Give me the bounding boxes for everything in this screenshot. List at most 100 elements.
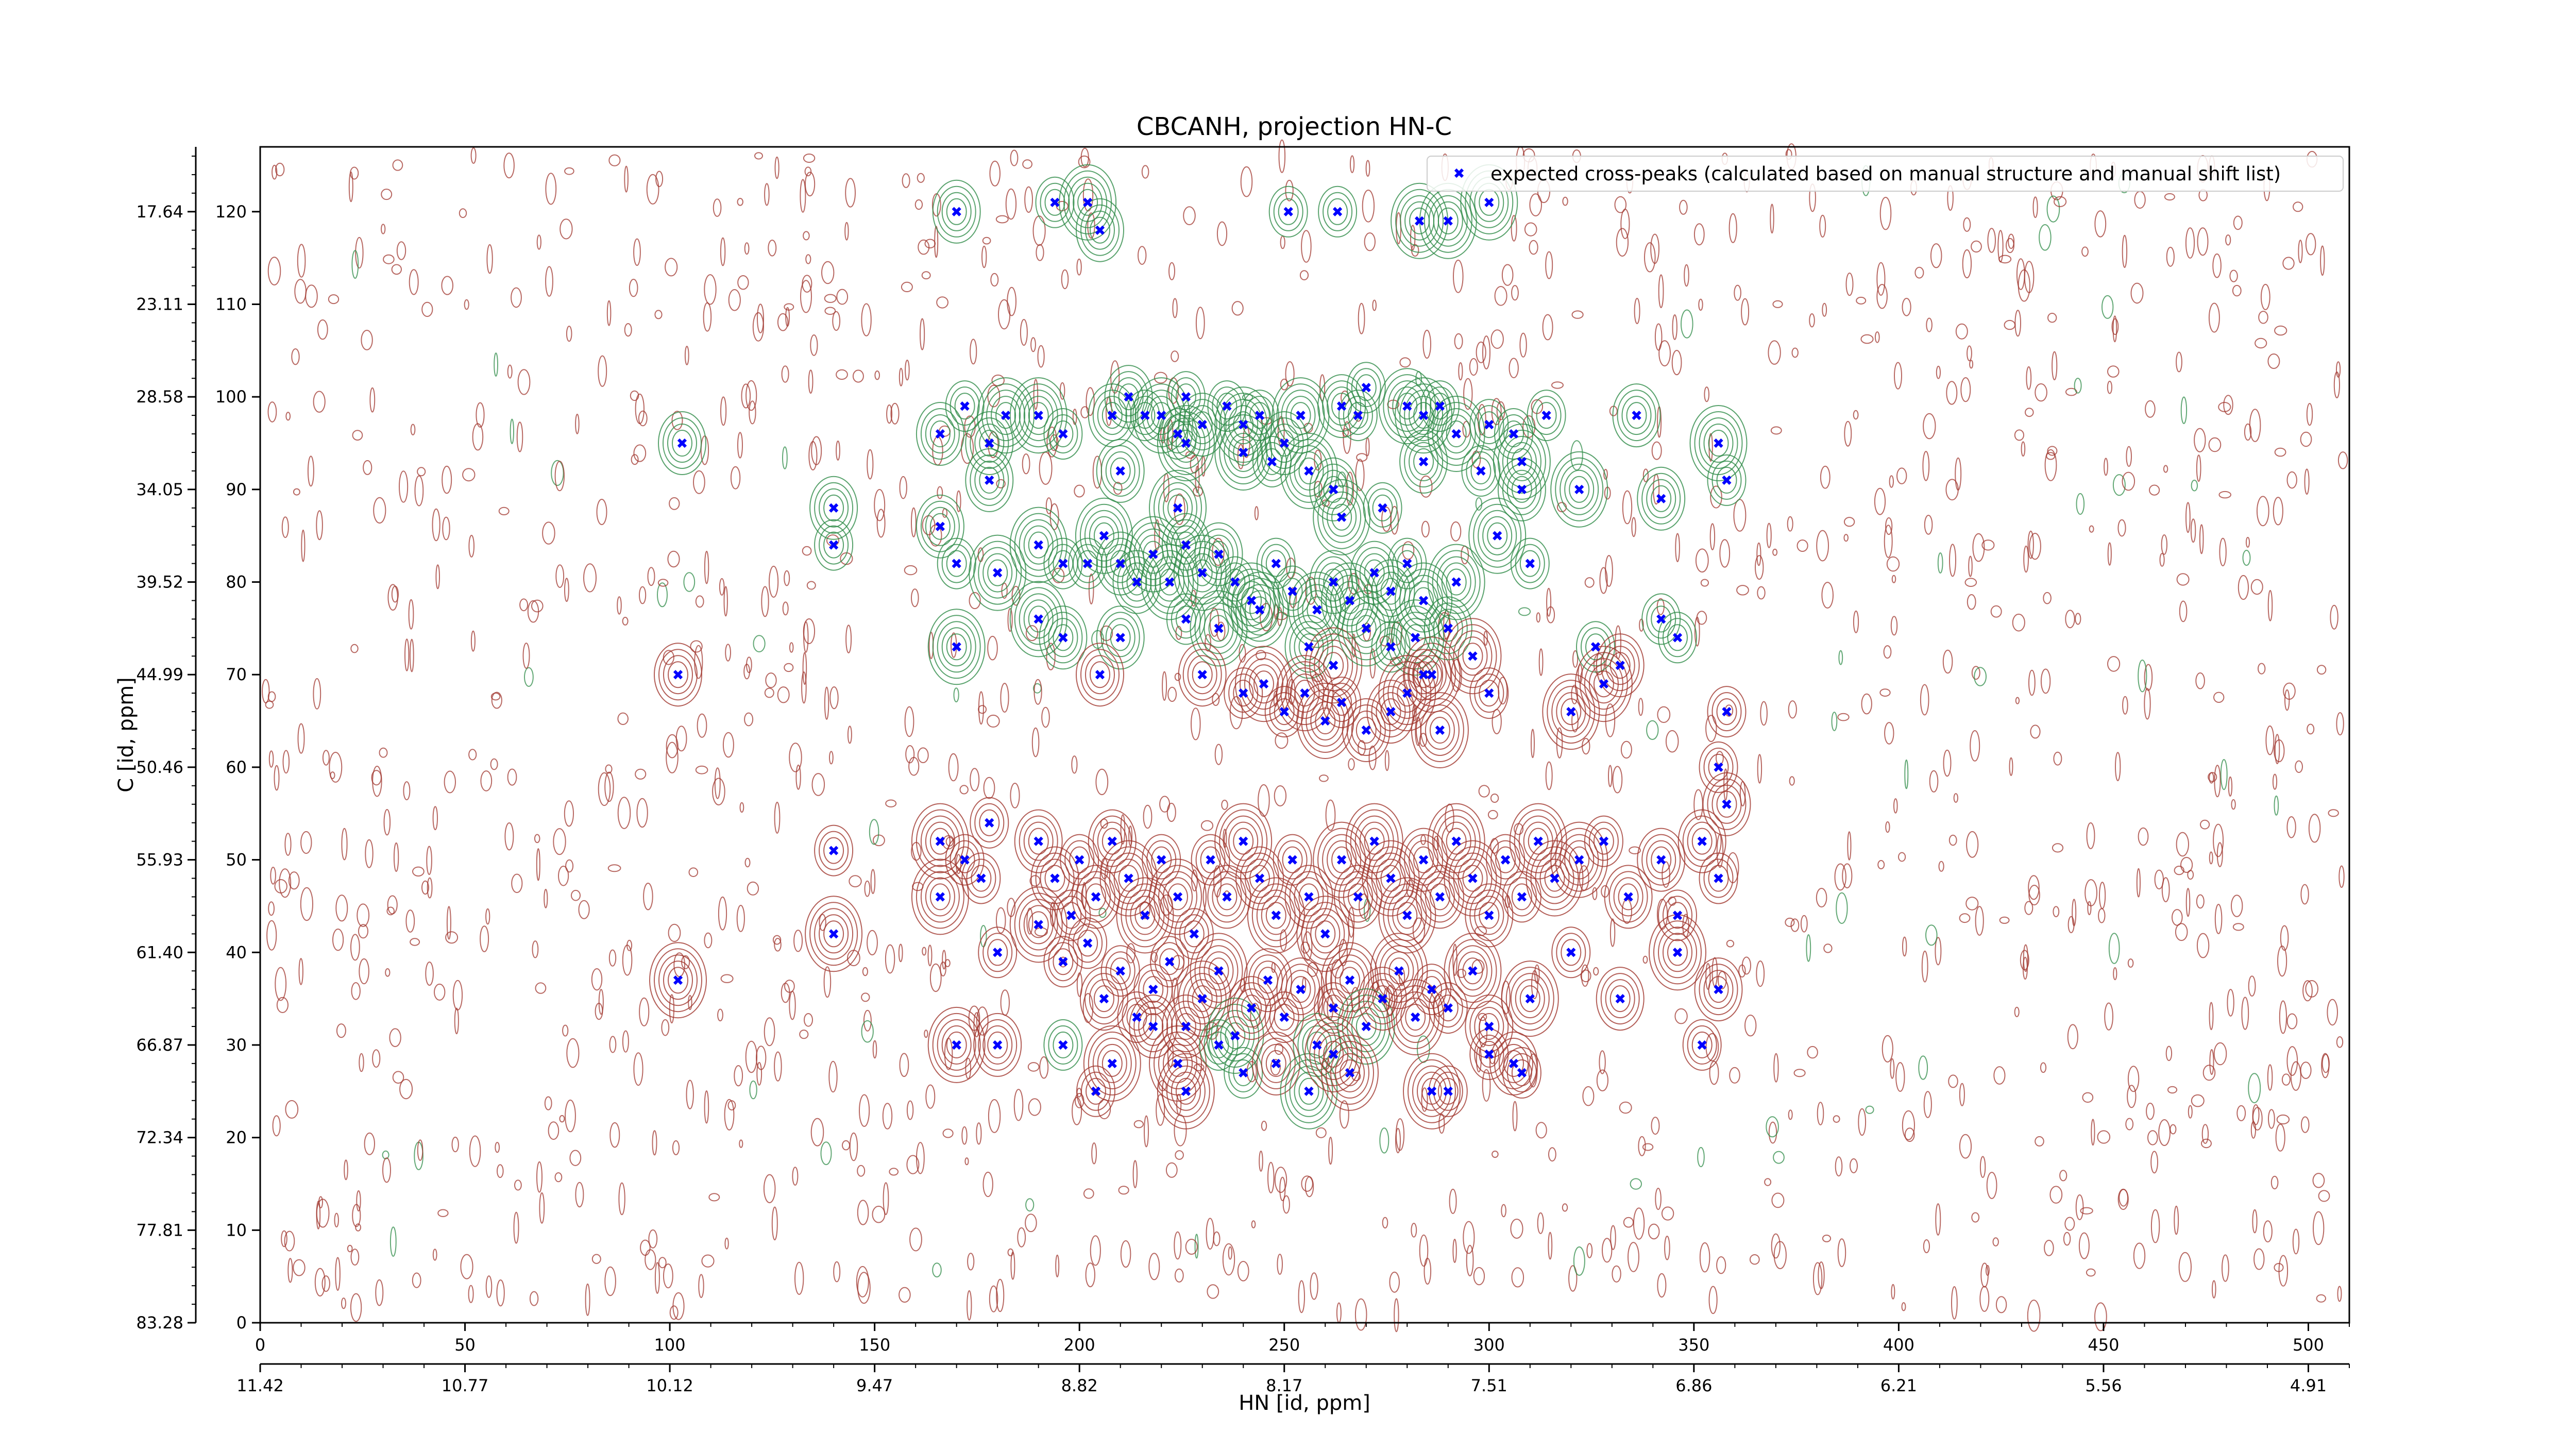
noise-contour — [2138, 827, 2149, 846]
noise-contour — [1339, 1100, 1349, 1129]
peak-contour — [1395, 189, 1444, 253]
noise-contour — [1449, 1188, 1457, 1214]
noise-contour — [2138, 660, 2147, 693]
noise-contour — [1603, 468, 1608, 480]
x-ppm-tick-label: 7.51 — [1471, 1376, 1507, 1395]
peak-contour — [1497, 457, 1546, 521]
noise-contour — [2286, 471, 2297, 489]
noise-contour — [1463, 378, 1473, 410]
noise-contour — [1904, 759, 1909, 789]
cross-peak-marker — [1525, 993, 1535, 1004]
cross-peak-marker — [1468, 651, 1478, 661]
noise-contour — [480, 770, 493, 791]
peak-contour — [663, 655, 693, 695]
noise-contour — [635, 768, 647, 780]
peak-contour — [1100, 612, 1140, 664]
noise-contour — [344, 1159, 348, 1181]
noise-contour — [2258, 663, 2266, 675]
noise-contour — [1655, 1188, 1662, 1210]
noise-contour — [861, 303, 872, 336]
cross-peak-marker — [1058, 1040, 1068, 1050]
cross-peak-marker — [1058, 633, 1068, 643]
noise-contour — [630, 390, 639, 401]
peak-contour — [1506, 1053, 1537, 1092]
noise-contour — [2337, 1286, 2342, 1302]
noise-contour — [819, 914, 826, 931]
peak-contour — [1605, 979, 1635, 1019]
noise-contour — [1665, 730, 1679, 753]
peak-contour — [946, 550, 967, 577]
noise-contour — [1951, 1286, 1958, 1320]
peak-contour — [1458, 858, 1488, 898]
cross-peak-marker — [1230, 577, 1240, 587]
peak-contour — [668, 967, 688, 994]
noise-contour — [990, 273, 999, 287]
cross-peak-marker — [1623, 892, 1633, 902]
noise-contour — [412, 866, 425, 877]
noise-contour — [1631, 517, 1636, 537]
cross-peak-marker — [1656, 855, 1666, 865]
peak-contour — [1448, 624, 1497, 688]
noise-contour — [1278, 139, 1286, 173]
noise-contour — [559, 1115, 565, 1123]
cross-peak-marker — [1239, 447, 1248, 458]
peak-contour — [1323, 476, 1344, 503]
noise-contour — [845, 625, 852, 653]
noise-contour — [1456, 969, 1467, 978]
peak-contour — [1056, 896, 1087, 935]
peak-contour — [973, 1013, 1022, 1077]
noise-contour — [1609, 918, 1616, 947]
noise-contour — [2178, 1252, 2192, 1282]
noise-contour — [1886, 556, 1900, 572]
noise-contour — [728, 289, 741, 311]
noise-contour — [347, 1244, 353, 1253]
peak-contour — [1383, 883, 1432, 948]
noise-contour — [1622, 490, 1633, 525]
noise-contour — [803, 154, 816, 163]
peak-contour — [1444, 618, 1502, 695]
noise-contour — [1612, 766, 1623, 794]
noise-contour — [764, 687, 774, 698]
peak-contour — [1227, 976, 1276, 1040]
peak-contour — [1465, 883, 1514, 948]
peak-contour — [1415, 698, 1464, 762]
peak-contour — [978, 1019, 1018, 1071]
peak-contour — [1408, 1059, 1456, 1123]
cross-peak-marker — [1336, 512, 1347, 522]
noise-contour — [2149, 484, 2160, 496]
noise-contour — [1858, 1108, 1867, 1136]
peak-contour — [1044, 865, 1065, 892]
peak-contour — [1125, 390, 1165, 442]
peak-contour — [1363, 973, 1402, 1025]
noise-contour — [1644, 242, 1656, 273]
cross-peak-marker — [1451, 836, 1461, 846]
peak-contour — [1420, 380, 1460, 432]
peak-contour — [1282, 846, 1303, 873]
noise-contour — [1529, 193, 1542, 216]
noise-contour — [410, 424, 416, 435]
x-tick-label: 250 — [1268, 1335, 1300, 1355]
noise-contour — [961, 1126, 968, 1145]
noise-contour — [2282, 257, 2295, 270]
peak-contour — [1317, 828, 1366, 892]
peak-contour — [1281, 390, 1320, 442]
noise-contour — [1240, 166, 1253, 197]
noise-contour — [886, 404, 893, 424]
noise-contour — [652, 1130, 657, 1156]
noise-contour — [959, 785, 969, 795]
noise-contour — [2290, 1061, 2301, 1091]
noise-contour — [1364, 232, 1376, 251]
cross-peak-marker — [1427, 985, 1437, 995]
noise-contour — [1049, 503, 1059, 530]
peak-contour — [1052, 889, 1091, 941]
peak-contour — [950, 386, 980, 426]
noise-contour — [1274, 1043, 1284, 1055]
noise-contour — [987, 635, 998, 661]
noise-contour — [1842, 863, 1853, 888]
peak-contour — [1667, 939, 1688, 966]
peak-contour — [982, 553, 1013, 593]
cross-peak-marker — [1332, 207, 1343, 216]
noise-contour — [2144, 664, 2153, 691]
peak-contour — [1716, 698, 1737, 726]
cross-peak-marker — [1378, 503, 1387, 513]
